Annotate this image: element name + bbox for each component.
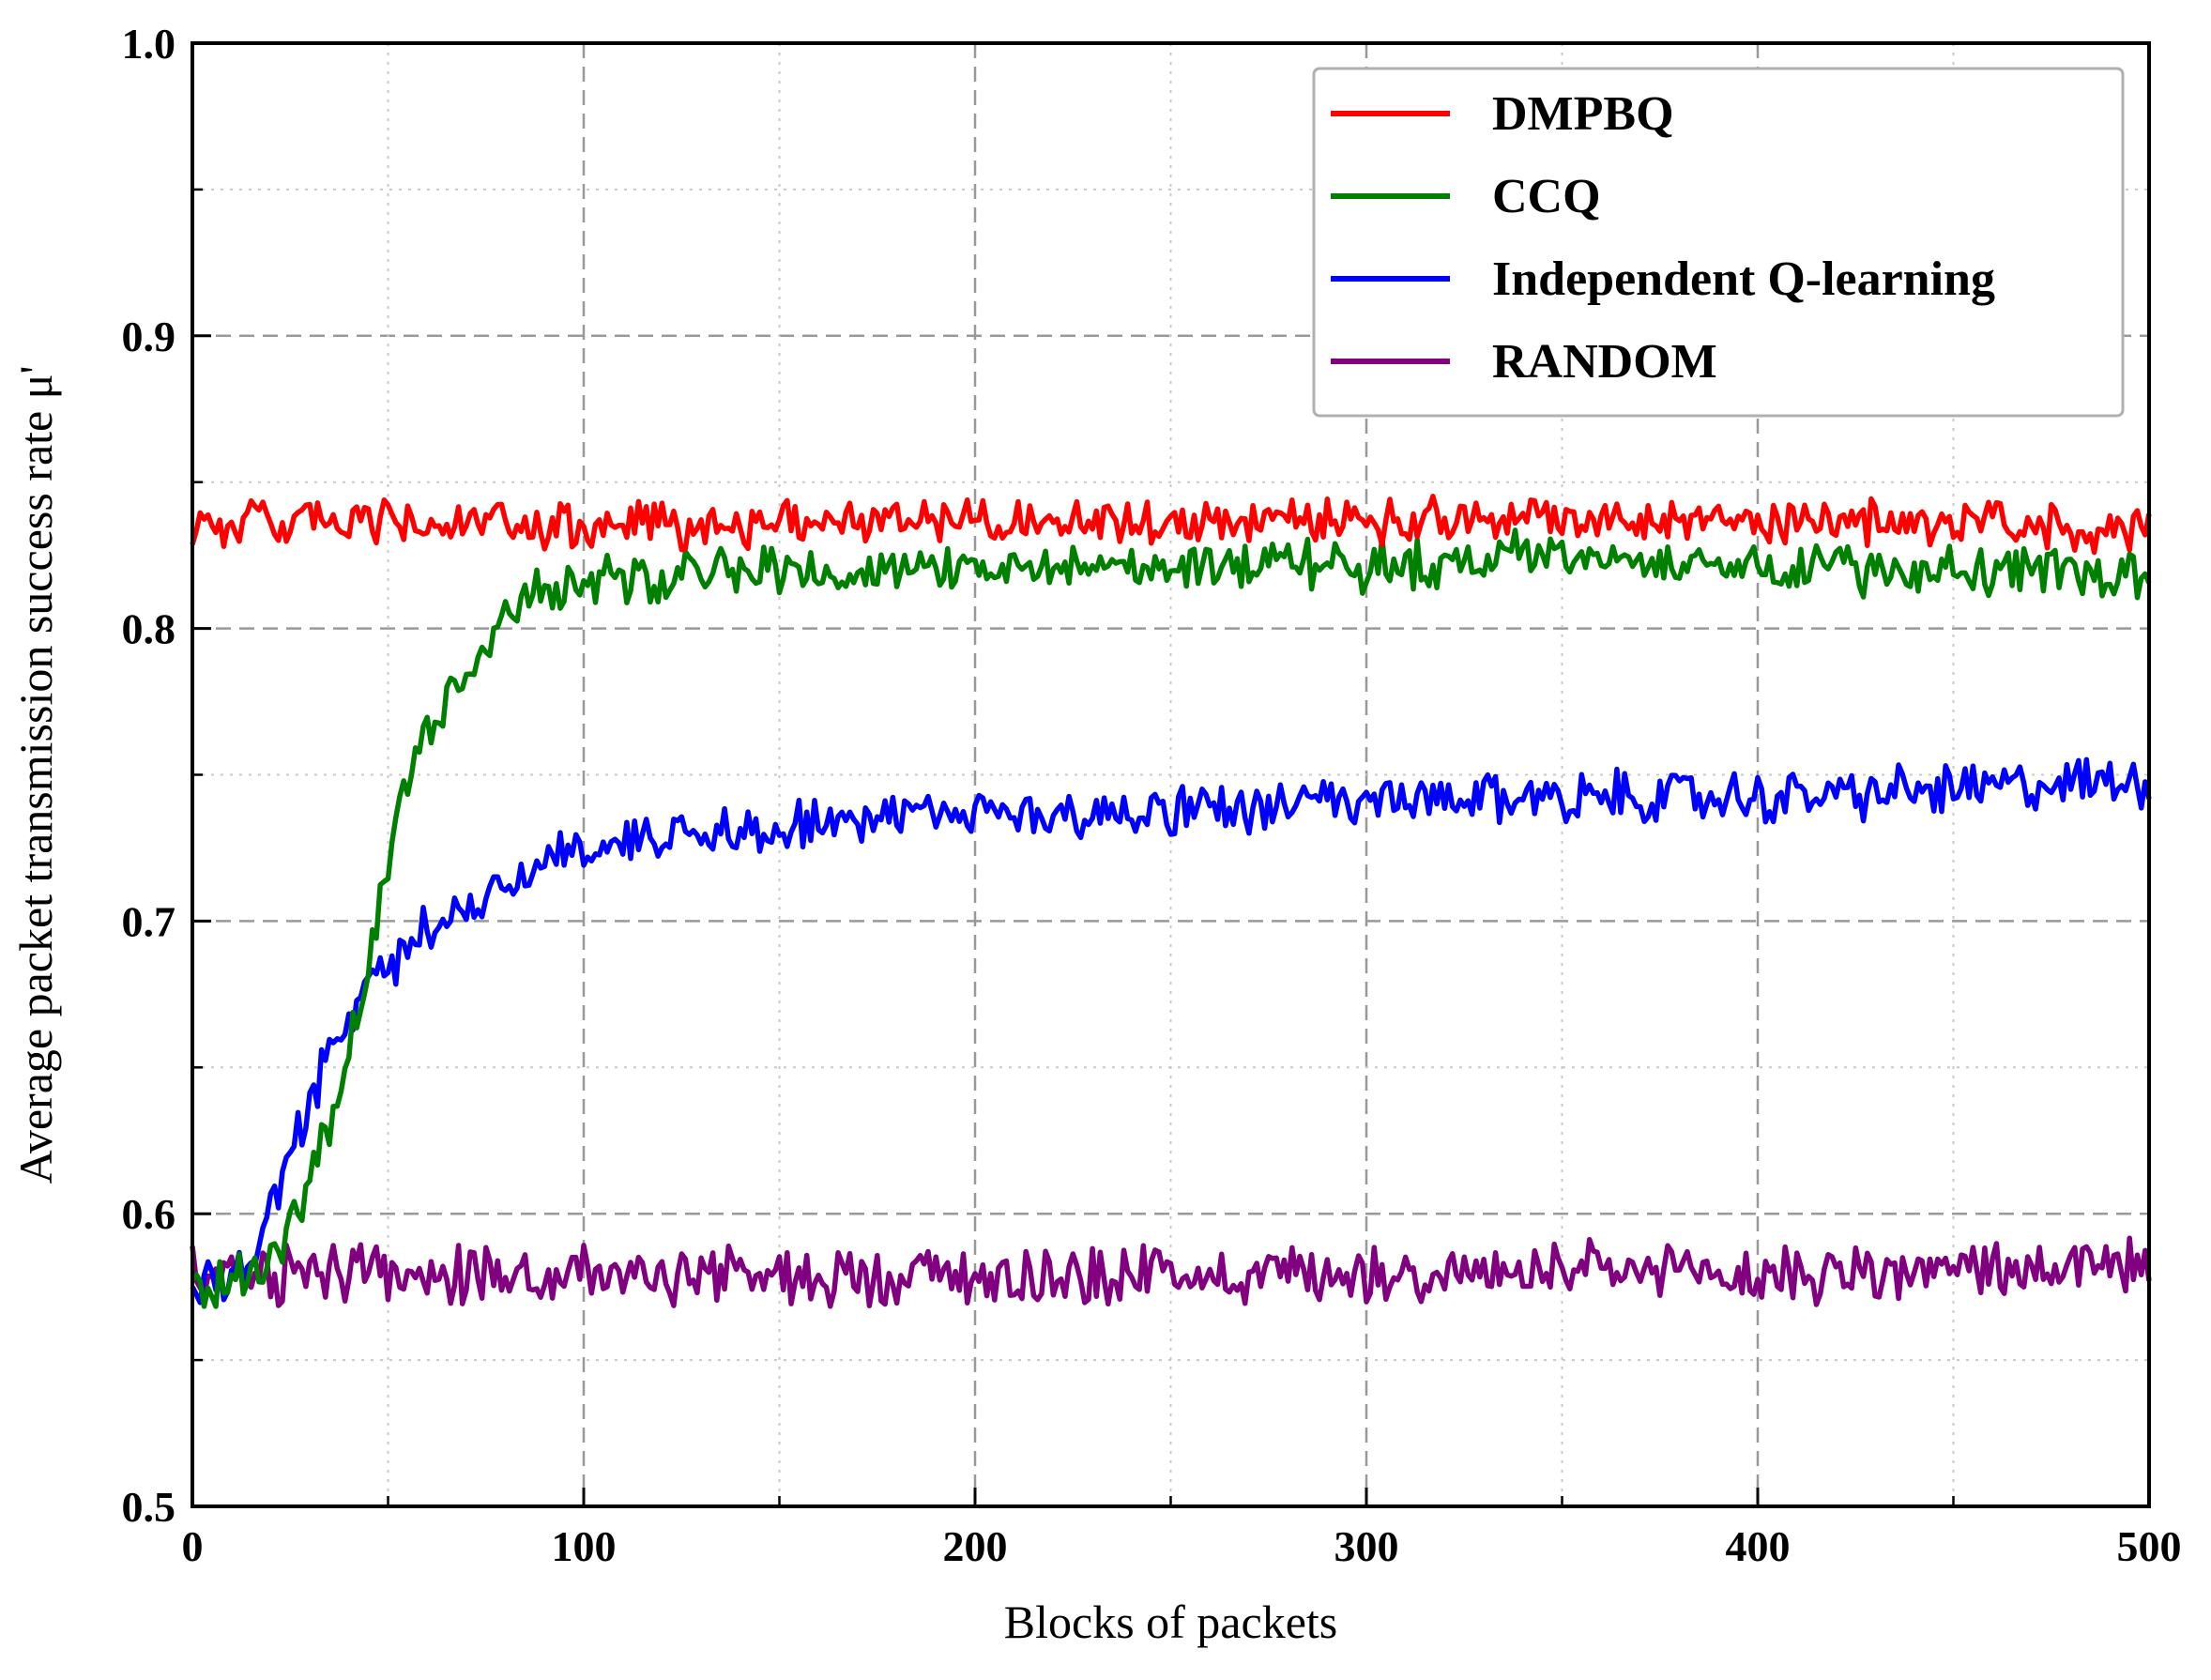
y-tick-label: 0.8 [122,605,176,653]
x-tick-label: 0 [182,1522,204,1570]
x-tick-label: 500 [2117,1522,2182,1570]
y-tick-label: 0.5 [122,1483,176,1531]
series-line-random [190,1235,2152,1309]
legend-box [1312,67,2125,418]
tick-labels: 0 100 200 300 400 500 0.5 0.6 0.7 0.8 0.9 1.0 [122,20,2182,1570]
series-line-dmpbq [190,494,2152,556]
y-tick-label: 0.9 [122,313,176,360]
series-layer [190,494,2152,1309]
legend-label-independent-q-learning: Independent Q-learning [1492,252,1995,306]
legend-label-ccq: CCQ [1492,170,1601,223]
y-tick-label: 0.6 [122,1190,176,1238]
legend: DMPBQ CCQ Independent Q-learning RANDOM [1312,67,2125,418]
y-tick-label: 1.0 [122,20,176,68]
legend-items: DMPBQ CCQ Independent Q-learning RANDOM [1331,87,1995,389]
x-axis-label: Blocks of packets [1004,1596,1337,1648]
x-tick-label: 300 [1334,1522,1399,1570]
x-tick-label: 200 [943,1522,1008,1570]
y-tick-label: 0.7 [122,897,176,945]
legend-label-dmpbq: DMPBQ [1492,87,1674,141]
legend-label-random: RANDOM [1492,335,1717,389]
series-line-ccq [190,527,2152,1309]
x-tick-label: 100 [552,1522,617,1570]
y-axis-label: Average packet transmission success rate… [9,365,62,1184]
x-tick-label: 400 [1726,1522,1791,1570]
series-line-independent-q-learning [190,756,2152,1306]
plot-frame [191,41,2151,1508]
